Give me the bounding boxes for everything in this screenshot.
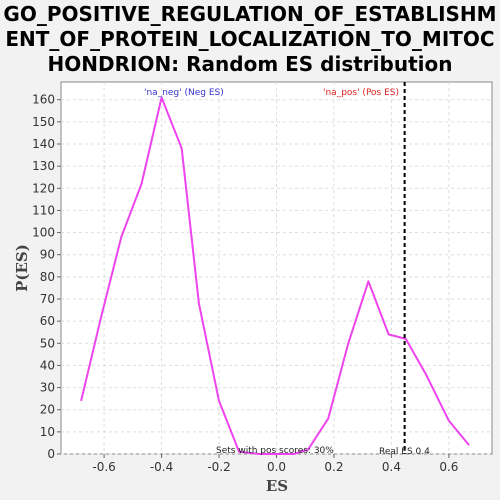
y-tick-label: 80: [40, 270, 55, 284]
y-tick-label: 150: [32, 115, 55, 129]
y-tick-label: 140: [32, 137, 55, 151]
y-tick-label: 40: [40, 358, 55, 372]
legend-neg: 'na_neg' (Neg ES): [144, 88, 224, 98]
pos-scores-annotation: Sets with pos scores: 30%: [216, 446, 334, 456]
x-tick-label: -0.4: [150, 460, 173, 474]
y-tick-label: 120: [32, 181, 55, 195]
x-axis-ticks: -0.6 -0.4 -0.2 0.0 0.2 0.4 0.6: [92, 454, 458, 474]
x-tick-label: -0.6: [92, 460, 115, 474]
chart-title: GO_POSITIVE_REGULATION_OF_ESTABLISHMENT_…: [3, 2, 497, 76]
y-tick-label: 0: [47, 447, 55, 461]
y-tick-label: 130: [32, 159, 55, 173]
y-tick-label: 10: [40, 425, 55, 439]
y-tick-label: 160: [32, 93, 55, 107]
x-tick-label: 0.4: [382, 460, 401, 474]
x-tick-label: 0.0: [267, 460, 286, 474]
y-axis-label: P(ES): [13, 244, 31, 292]
y-tick-label: 20: [40, 403, 55, 417]
series-line: [80, 96, 470, 455]
x-axis-label: ES: [266, 477, 288, 495]
legend-pos: 'na_pos' (Pos ES): [323, 88, 399, 98]
real-es-label: Real ES 0.4: [379, 447, 430, 457]
y-tick-label: 30: [40, 381, 55, 395]
y-tick-label: 60: [40, 314, 55, 328]
x-tick-label: 0.2: [324, 460, 343, 474]
x-tick-label: 0.6: [439, 460, 458, 474]
y-tick-label: 100: [32, 226, 55, 240]
x-tick-label: -0.2: [207, 460, 230, 474]
grid-lines: [61, 82, 492, 455]
y-tick-label: 70: [40, 292, 55, 306]
y-axis-ticks: 0 10 20 30 40 50 60 70 80 90 100 110 120 130 140 150 160: [32, 93, 61, 461]
y-tick-label: 110: [32, 203, 55, 217]
y-tick-label: 50: [40, 336, 55, 350]
y-tick-label: 90: [40, 248, 55, 262]
